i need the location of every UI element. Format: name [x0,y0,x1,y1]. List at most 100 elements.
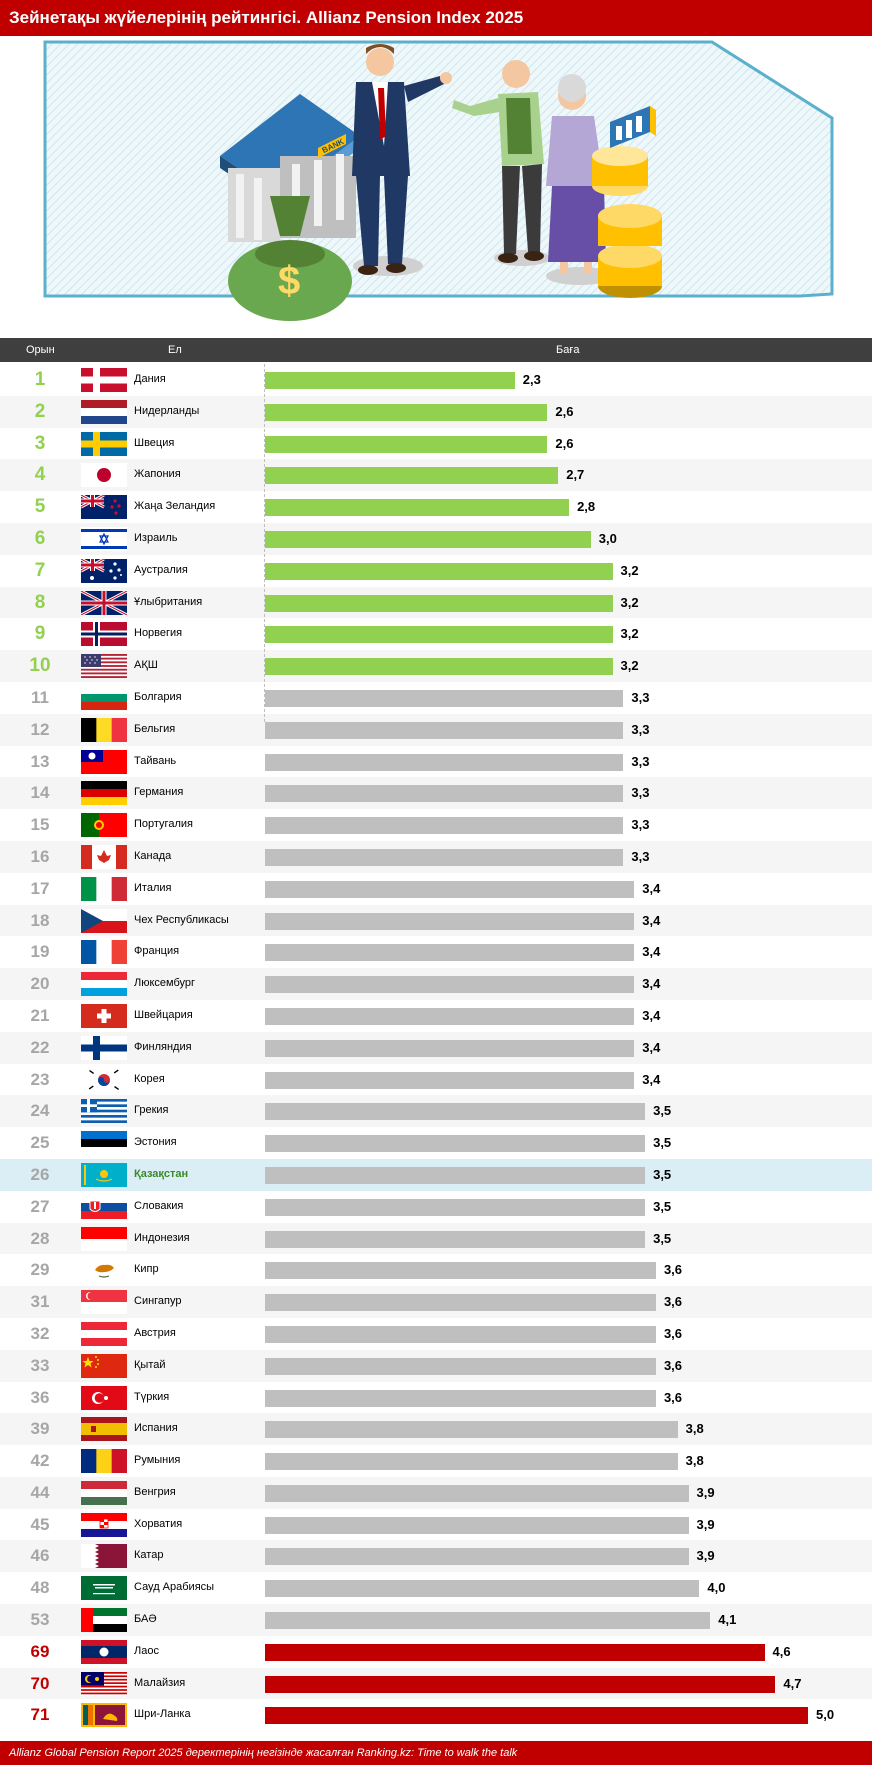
score-bar [265,562,613,580]
rank-label: 31 [30,1292,50,1312]
table-row: 19 Франция 3,4 [0,936,872,968]
source-footer: Allianz Global Pension Report 2025 дерек… [0,1741,872,1765]
score-bar [265,753,624,771]
country-label: БАӘ [134,1613,157,1626]
score-value-label: 3,3 [631,785,650,801]
country-label: Италия [134,881,172,894]
country-label: Шри-Ланка [134,1708,191,1721]
flag-icon [81,368,127,392]
score-value-label: 3,4 [642,1071,661,1087]
flag-icon [81,1449,127,1474]
score-value-label: 4,6 [772,1643,791,1659]
rank-label: 32 [30,1323,50,1343]
score-bar [265,1643,765,1661]
flag-icon [81,590,127,615]
rank-label: 12 [30,719,50,739]
rank-label: 33 [30,1355,50,1375]
country-label: Венгрия [134,1485,176,1498]
rank-label: 29 [30,1260,50,1280]
rank-label: 4 [34,464,46,486]
table-row: 46 Катар 3,9 [0,1540,872,1573]
country-label: Лаос [134,1644,159,1657]
flag-icon [81,495,127,520]
score-bar [265,1548,689,1566]
dollar-sign: $ [278,259,300,303]
table-row: 11 Болгария 3,3 [0,682,872,714]
score-value-label: 2,6 [555,403,574,419]
table-row: 4 Жапония 2,7 [0,459,872,492]
score-value-label: 3,9 [696,1516,715,1532]
country-label: Тайвань [134,754,177,767]
rank-label: 3 [34,432,46,454]
table-row: 16 Канада 3,3 [0,840,872,873]
rank-label: 25 [30,1133,50,1153]
score-value-label: 4,0 [707,1580,726,1596]
flag-icon [81,1067,127,1092]
header-score: Баға [556,344,580,356]
score-value-label: 3,2 [620,562,639,578]
country-label: Германия [134,786,184,799]
flag-icon [81,1671,127,1696]
rank-label: 10 [29,655,51,677]
score-value-label: 3,6 [663,1262,683,1278]
score-value-label: 3,5 [653,1230,672,1246]
country-label: Жапония [134,468,181,481]
score-bar [265,467,559,485]
flag-icon [81,1226,127,1251]
score-bar [265,372,515,389]
score-bar [265,1039,635,1057]
country-label: Түркия [134,1390,170,1403]
rank-label: 19 [30,942,50,962]
country-label: Испания [134,1422,178,1435]
country-label: Франция [134,945,180,958]
flag-icon [81,1162,127,1187]
rank-label: 9 [34,623,46,645]
axis-baseline [264,364,265,722]
rank-label: 5 [34,496,46,518]
country-label: Кипр [134,1263,159,1276]
score-bar [265,1389,656,1407]
score-bar [265,1230,646,1248]
country-label: Жаңа Зеландия [134,500,216,513]
score-value-label: 3,8 [685,1453,704,1469]
score-value-label: 4,7 [783,1675,802,1691]
rank-label: 36 [30,1387,50,1407]
country-label: Эстония [134,1136,177,1149]
table-row: 23 Корея 3,4 [0,1064,872,1096]
table-row: 39 Испания 3,8 [0,1413,872,1446]
score-value-label: 3,4 [642,912,661,928]
score-value-label: 3,0 [598,530,617,546]
table-row: 25 Эстония 3,5 [0,1127,872,1159]
pension-illustration: BANK $ [43,40,834,321]
score-bar [265,1262,656,1280]
rank-label: 1 [34,369,46,390]
flag-icon [81,844,127,869]
flag-icon [81,399,127,424]
flag-icon [81,526,127,551]
flag-icon [81,431,127,456]
country-label: Норвегия [134,627,183,640]
table-row: 31 Сингапур 3,6 [0,1286,872,1318]
rank-label: 18 [30,910,50,930]
score-bar [265,944,635,962]
table-row: 7 Аустралия 3,2 [0,555,872,587]
table-row: 14 Германия 3,3 [0,777,872,810]
score-bar [265,721,624,739]
table-row: 71 Шри-Ланка 5,0 [0,1699,872,1731]
rank-label: 24 [30,1101,50,1121]
score-value-label: 3,3 [631,848,650,864]
country-label: Румыния [134,1454,181,1467]
page-title: Зейнетақы жүйелерінің рейтингісі. Allian… [0,0,872,36]
flag-icon [81,1385,127,1410]
score-bar [265,848,624,866]
country-label: Қазақстан [134,1167,189,1180]
country-label: Грекия [134,1104,169,1117]
country-label: Ұлыбритания [134,595,203,608]
table-row: 22 Финляндия 3,4 [0,1031,872,1064]
ranking-table: 1 Дания 2,3 2 Нидерланды 2,6 3 Швеция 2,6 4 Жапони… [0,364,872,1731]
score-value-label: 3,5 [653,1103,672,1119]
country-label: Канада [134,849,172,862]
score-value-label: 3,4 [642,1007,661,1023]
rank-label: 26 [30,1164,50,1184]
flag-icon [81,940,127,965]
